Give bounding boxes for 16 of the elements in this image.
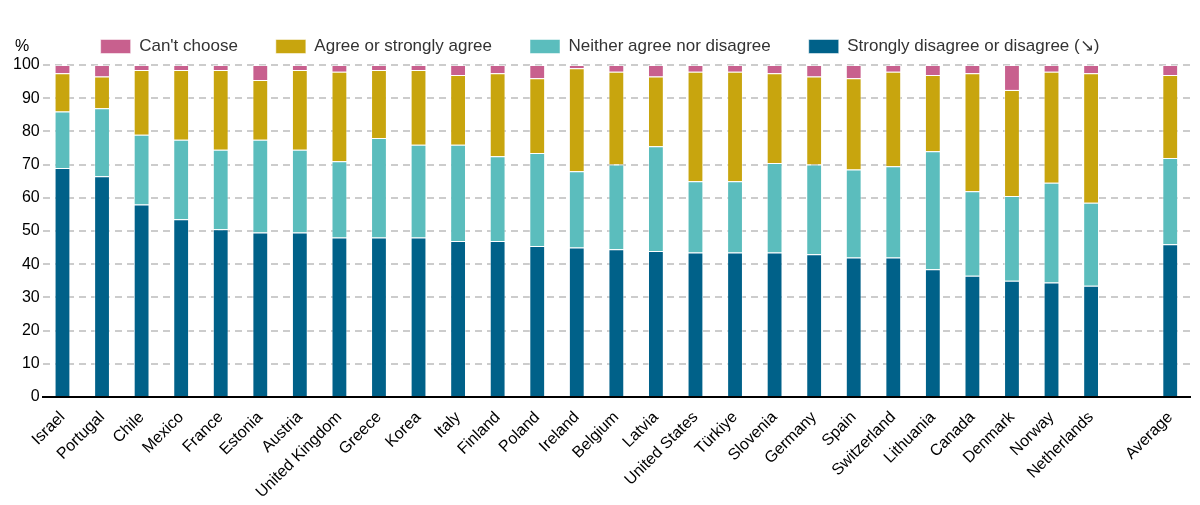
y-tick-label: 100	[12, 55, 40, 73]
legend-label: Agree or strongly agree	[314, 36, 492, 56]
legend-label: Neither agree nor disagree	[568, 36, 771, 56]
y-tick-label: 60	[21, 188, 40, 206]
y-tick-label: 30	[21, 287, 40, 305]
y-tick-label: 90	[21, 88, 40, 106]
legend-label: Can't choose	[139, 36, 238, 56]
y-tick-label: 40	[21, 254, 40, 272]
legend-label: Strongly disagree or disagree (↘)	[847, 36, 1100, 56]
y-tick-label: 50	[21, 221, 40, 239]
y-tick-label: 80	[21, 121, 40, 139]
y-tick-label: 10	[21, 354, 40, 372]
y-tick-label: 0	[30, 387, 40, 405]
y-axis-title: %	[14, 37, 30, 55]
y-tick-label: 20	[21, 320, 40, 338]
y-tick-label: 70	[21, 154, 40, 172]
